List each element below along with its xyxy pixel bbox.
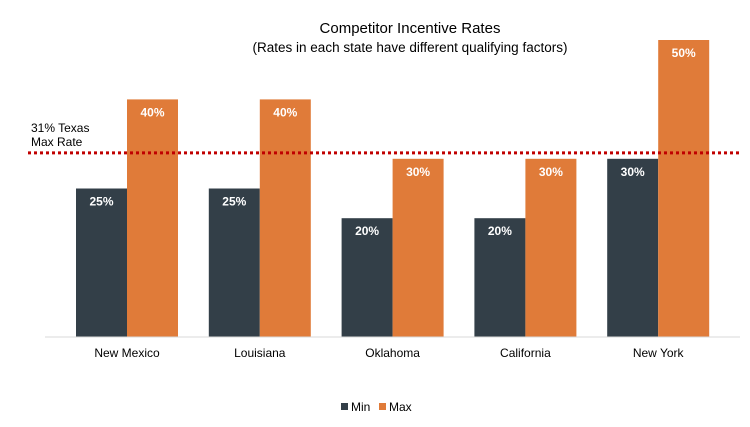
reference-label-line2: Max Rate [31, 135, 83, 149]
bar-max [127, 99, 178, 338]
bar-min [341, 218, 393, 337]
bar-max [392, 158, 444, 337]
data-label: 25% [89, 195, 113, 209]
data-label: 40% [273, 105, 297, 119]
x-tick-label: New York [633, 346, 685, 360]
data-label: 25% [222, 195, 246, 209]
data-label: 20% [488, 224, 512, 238]
data-label: 20% [355, 224, 379, 238]
bar-max [259, 99, 311, 338]
legend: Min Max [341, 400, 412, 414]
bar-min [208, 188, 260, 337]
chart-title: Competitor Incentive Rates [320, 20, 501, 37]
data-label: 30% [539, 165, 563, 179]
data-label: 50% [672, 46, 696, 60]
legend-swatch-max [379, 403, 386, 410]
bar-max [658, 40, 710, 337]
reference-label-line1: 31% Texas [31, 121, 89, 135]
bar-min [474, 218, 526, 337]
data-label: 30% [621, 165, 645, 179]
x-tick-label: California [500, 346, 551, 360]
x-tick-label: New Mexico [94, 346, 160, 360]
chart-subtitle: (Rates in each state have different qual… [253, 40, 568, 55]
data-label: 40% [140, 105, 164, 119]
bar-max [525, 158, 577, 337]
bar-min [607, 158, 659, 337]
legend-swatch-min [341, 403, 348, 410]
legend-label: Max [389, 400, 412, 414]
legend-label: Min [351, 400, 370, 414]
bar-min [76, 188, 127, 337]
x-tick-label: Oklahoma [365, 346, 420, 360]
x-tick-label: Louisiana [234, 346, 286, 360]
data-label: 30% [406, 165, 430, 179]
